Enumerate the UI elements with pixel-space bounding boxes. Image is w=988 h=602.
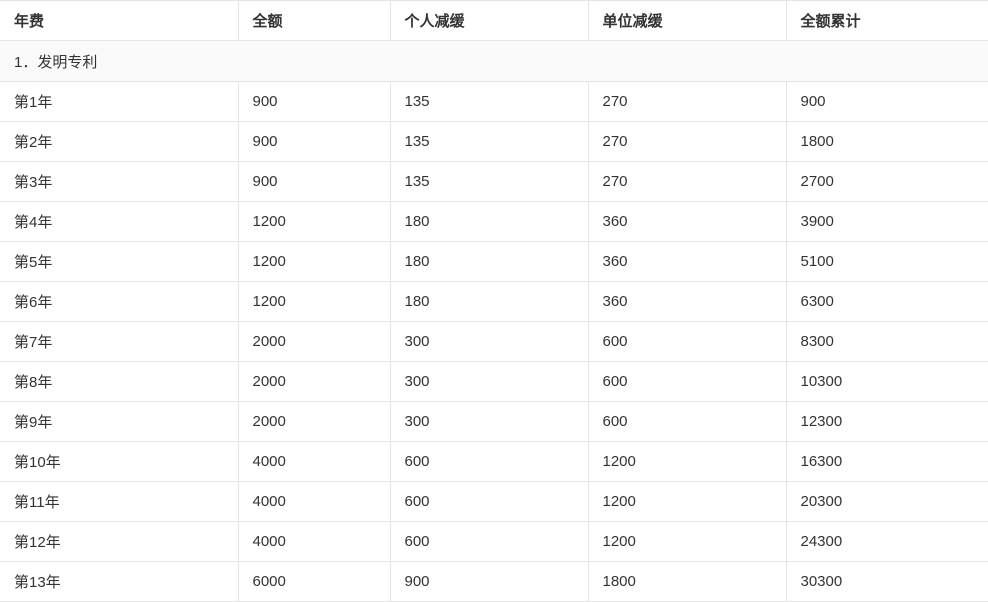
- cell-cumulative-total: 900: [785, 81, 988, 122]
- section-row: 1．发明专利: [0, 40, 988, 82]
- cell-full-amount: 4000: [237, 441, 390, 482]
- table-row: 第9年 2000 300 600 12300: [0, 401, 988, 442]
- cell-cumulative-total: 12300: [785, 401, 988, 442]
- cell-cumulative-total: 30300: [785, 561, 988, 602]
- cell-cumulative-total: 24300: [785, 521, 988, 562]
- cell-unit-reduced: 600: [587, 321, 786, 362]
- table-row: 第12年 4000 600 1200 24300: [0, 521, 988, 562]
- cell-unit-reduced: 360: [587, 281, 786, 322]
- cell-full-amount: 900: [237, 121, 390, 162]
- cell-cumulative-total: 5100: [785, 241, 988, 282]
- cell-personal-reduced: 600: [389, 481, 588, 522]
- cell-unit-reduced: 600: [587, 361, 786, 402]
- cell-year: 第6年: [0, 281, 238, 322]
- cell-unit-reduced: 600: [587, 401, 786, 442]
- cell-unit-reduced: 360: [587, 241, 786, 282]
- cell-cumulative-total: 3900: [785, 201, 988, 242]
- table-row: 第3年 900 135 270 2700: [0, 161, 988, 202]
- table-row: 第6年 1200 180 360 6300: [0, 281, 988, 322]
- cell-unit-reduced: 270: [587, 161, 786, 202]
- table-row: 第7年 2000 300 600 8300: [0, 321, 988, 362]
- cell-year: 第10年: [0, 441, 238, 482]
- cell-personal-reduced: 600: [389, 521, 588, 562]
- cell-full-amount: 1200: [237, 281, 390, 322]
- cell-cumulative-total: 8300: [785, 321, 988, 362]
- cell-personal-reduced: 300: [389, 321, 588, 362]
- cell-personal-reduced: 300: [389, 401, 588, 442]
- cell-year: 第4年: [0, 201, 238, 242]
- cell-full-amount: 2000: [237, 321, 390, 362]
- cell-personal-reduced: 180: [389, 201, 588, 242]
- cell-unit-reduced: 1200: [587, 481, 786, 522]
- cell-year: 第5年: [0, 241, 238, 282]
- header-row: 年费 全额 个人减缓 单位减缓 全额累计: [0, 0, 988, 41]
- cell-year: 第13年: [0, 561, 238, 602]
- cell-cumulative-total: 16300: [785, 441, 988, 482]
- cell-year: 第3年: [0, 161, 238, 202]
- column-header-unit-reduced: 单位减缓: [587, 0, 786, 41]
- cell-unit-reduced: 270: [587, 121, 786, 162]
- cell-personal-reduced: 135: [389, 81, 588, 122]
- cell-personal-reduced: 135: [389, 121, 588, 162]
- cell-personal-reduced: 180: [389, 281, 588, 322]
- cell-full-amount: 2000: [237, 401, 390, 442]
- cell-year: 第11年: [0, 481, 238, 522]
- table-row: 第10年 4000 600 1200 16300: [0, 441, 988, 482]
- cell-year: 第9年: [0, 401, 238, 442]
- cell-cumulative-total: 1800: [785, 121, 988, 162]
- cell-full-amount: 4000: [237, 521, 390, 562]
- cell-full-amount: 900: [237, 81, 390, 122]
- cell-year: 第7年: [0, 321, 238, 362]
- column-header-personal-reduced: 个人减缓: [389, 0, 588, 41]
- cell-personal-reduced: 900: [389, 561, 588, 602]
- cell-full-amount: 6000: [237, 561, 390, 602]
- cell-personal-reduced: 300: [389, 361, 588, 402]
- cell-full-amount: 1200: [237, 241, 390, 282]
- cell-unit-reduced: 1800: [587, 561, 786, 602]
- cell-unit-reduced: 1200: [587, 441, 786, 482]
- cell-full-amount: 2000: [237, 361, 390, 402]
- column-header-cumulative-total: 全额累计: [785, 0, 988, 41]
- cell-personal-reduced: 180: [389, 241, 588, 282]
- cell-full-amount: 1200: [237, 201, 390, 242]
- cell-unit-reduced: 1200: [587, 521, 786, 562]
- cell-cumulative-total: 6300: [785, 281, 988, 322]
- cell-cumulative-total: 20300: [785, 481, 988, 522]
- cell-cumulative-total: 10300: [785, 361, 988, 402]
- cell-full-amount: 900: [237, 161, 390, 202]
- cell-cumulative-total: 2700: [785, 161, 988, 202]
- table-row: 第13年 6000 900 1800 30300: [0, 561, 988, 602]
- table-row: 第4年 1200 180 360 3900: [0, 201, 988, 242]
- table-row: 第1年 900 135 270 900: [0, 81, 988, 122]
- cell-year: 第8年: [0, 361, 238, 402]
- section-label: 1．发明专利: [0, 40, 988, 82]
- table-row: 第8年 2000 300 600 10300: [0, 361, 988, 402]
- cell-year: 第1年: [0, 81, 238, 122]
- cell-unit-reduced: 270: [587, 81, 786, 122]
- column-header-full-amount: 全额: [237, 0, 390, 41]
- table-row: 第2年 900 135 270 1800: [0, 121, 988, 162]
- table-row: 第11年 4000 600 1200 20300: [0, 481, 988, 522]
- column-header-annual-fee: 年费: [0, 0, 238, 41]
- cell-year: 第2年: [0, 121, 238, 162]
- cell-year: 第12年: [0, 521, 238, 562]
- cell-unit-reduced: 360: [587, 201, 786, 242]
- cell-full-amount: 4000: [237, 481, 390, 522]
- cell-personal-reduced: 135: [389, 161, 588, 202]
- cell-personal-reduced: 600: [389, 441, 588, 482]
- table-row: 第5年 1200 180 360 5100: [0, 241, 988, 282]
